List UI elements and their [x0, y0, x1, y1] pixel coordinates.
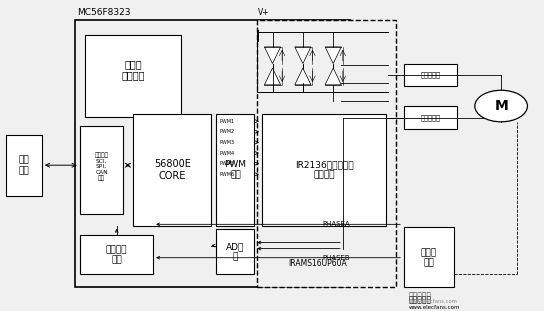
FancyBboxPatch shape: [257, 20, 396, 286]
Text: www.elecfans.com: www.elecfans.com: [409, 305, 460, 310]
FancyBboxPatch shape: [404, 106, 456, 129]
FancyBboxPatch shape: [80, 235, 153, 274]
Polygon shape: [264, 47, 281, 63]
FancyBboxPatch shape: [80, 126, 123, 214]
Text: 通误接口
SCI,
SPI,
CAN
模块: 通误接口 SCI, SPI, CAN 模块: [95, 152, 109, 181]
FancyBboxPatch shape: [217, 114, 254, 226]
Text: 电压传感器: 电压传感器: [421, 72, 440, 78]
Text: IRAMS16UP60A: IRAMS16UP60A: [288, 259, 347, 268]
FancyBboxPatch shape: [133, 114, 211, 226]
Polygon shape: [264, 68, 281, 85]
Text: www.elecfans.com: www.elecfans.com: [409, 299, 458, 304]
Text: 光电编
码器: 光电编 码器: [421, 248, 437, 267]
Text: PWM
模块: PWM 模块: [225, 160, 246, 179]
Polygon shape: [325, 68, 341, 85]
Text: PWM4: PWM4: [220, 151, 235, 156]
Polygon shape: [295, 68, 311, 85]
Text: PHASEA: PHASEA: [323, 221, 350, 227]
FancyBboxPatch shape: [7, 135, 42, 196]
Text: PWM5: PWM5: [220, 161, 235, 166]
Circle shape: [475, 90, 528, 122]
Text: 电子发烧友: 电子发烧友: [409, 291, 432, 300]
Text: MC56F8323: MC56F8323: [77, 7, 131, 16]
Text: 电子发烧友: 电子发烧友: [409, 296, 432, 305]
Text: PWM2: PWM2: [220, 129, 235, 134]
Text: PWM6: PWM6: [220, 172, 235, 177]
Text: IR2136驱动芯片及
保护电路: IR2136驱动芯片及 保护电路: [295, 160, 354, 179]
Text: 56800E
CORE: 56800E CORE: [154, 159, 191, 181]
Text: PHASEB: PHASEB: [323, 255, 350, 261]
Text: 电流传感器: 电流传感器: [421, 114, 440, 121]
Polygon shape: [295, 47, 311, 63]
Text: V+: V+: [258, 7, 270, 16]
Text: 人机
接口: 人机 接口: [19, 156, 29, 175]
Text: AD模
块: AD模 块: [226, 242, 245, 261]
Text: M: M: [494, 99, 508, 113]
FancyBboxPatch shape: [217, 229, 254, 274]
FancyBboxPatch shape: [404, 227, 454, 286]
Text: PWM1: PWM1: [220, 119, 235, 124]
Text: 晶振、
复位电路: 晶振、 复位电路: [121, 59, 145, 81]
FancyBboxPatch shape: [75, 20, 350, 286]
FancyBboxPatch shape: [85, 35, 181, 117]
FancyBboxPatch shape: [262, 114, 386, 226]
Text: 正交编码
模块: 正交编码 模块: [106, 245, 127, 264]
FancyBboxPatch shape: [404, 63, 456, 86]
Text: PWM3: PWM3: [220, 140, 235, 145]
Polygon shape: [325, 47, 341, 63]
